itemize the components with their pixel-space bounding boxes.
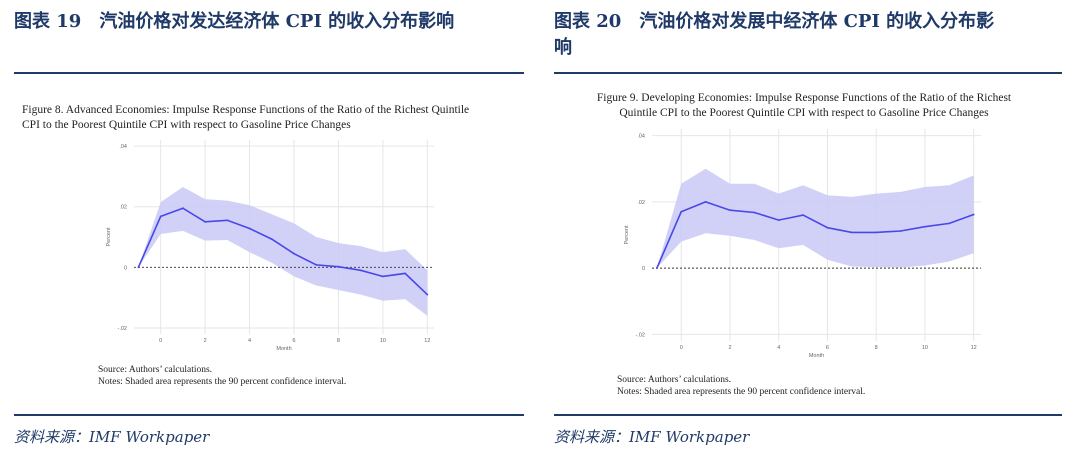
footer-rule bbox=[554, 414, 1062, 416]
data-point bbox=[875, 231, 878, 234]
y-axis-label: Percent bbox=[624, 225, 630, 244]
chart-figure-title: Figure 9. Developing Economies: Impulse … bbox=[554, 91, 1054, 121]
data-point bbox=[248, 227, 251, 230]
data-point bbox=[426, 293, 429, 296]
data-point bbox=[777, 219, 780, 221]
notes-text: Notes: Shaded area represents the 90 per… bbox=[617, 387, 866, 397]
chart-notes: Source: Authors’ calculations. Notes: Sh… bbox=[98, 364, 346, 388]
data-point bbox=[680, 210, 683, 213]
header-rule bbox=[14, 72, 524, 74]
y-tick-label: -.02 bbox=[118, 326, 127, 332]
y-tick-label: .02 bbox=[119, 205, 127, 211]
data-point bbox=[850, 231, 853, 234]
x-tick-label: 10 bbox=[380, 338, 386, 344]
series-line bbox=[137, 207, 428, 296]
x-tick-label: 8 bbox=[875, 345, 878, 351]
data-point bbox=[704, 200, 707, 203]
figure-number: 图表 19 bbox=[14, 11, 82, 32]
data-point bbox=[802, 214, 804, 217]
y-tick-label: .04 bbox=[637, 134, 645, 140]
chart-figure-title-line-1: Figure 8. Advanced Economies: Impulse Re… bbox=[22, 104, 470, 116]
header-rule bbox=[554, 72, 1062, 74]
data-point bbox=[972, 213, 975, 216]
source-label: 资料来源：IMF Workpaper bbox=[554, 428, 750, 446]
data-point bbox=[381, 275, 384, 278]
source-note: Source: Authors’ calculations. bbox=[98, 365, 213, 375]
data-point bbox=[655, 267, 658, 270]
chart-figure-title-line-1: Figure 9. Developing Economies: Impulse … bbox=[596, 92, 1012, 104]
data-point bbox=[315, 263, 318, 266]
series-line bbox=[656, 201, 974, 269]
x-axis-label: Month bbox=[276, 346, 291, 352]
x-tick-label: 8 bbox=[337, 338, 340, 344]
figure-number: 图表 20 bbox=[554, 11, 622, 32]
x-tick-label: 2 bbox=[204, 338, 207, 344]
data-point bbox=[293, 252, 295, 255]
data-point bbox=[826, 226, 829, 229]
data-point bbox=[753, 211, 756, 214]
data-point bbox=[337, 265, 340, 268]
chart-right: -.02 0 .02 .04 0 2 4 6 8 10 12 Month Percent bbox=[624, 129, 981, 359]
chart-figure-title-line-2: CPI to the Poorest Quintile CPI with res… bbox=[22, 119, 351, 131]
figure-header-19: 图表 19 汽油价格对发达经济体 CPI 的收入分布影响 bbox=[14, 9, 514, 35]
y-tick-label: .04 bbox=[119, 144, 127, 150]
x-tick-label: 12 bbox=[971, 345, 977, 351]
data-point bbox=[948, 222, 951, 225]
x-tick-label: 6 bbox=[292, 338, 295, 344]
x-tick-label: 12 bbox=[424, 338, 430, 344]
chart-figure-title: Figure 8. Advanced Economies: Impulse Re… bbox=[22, 103, 532, 133]
confidence-band bbox=[656, 168, 974, 269]
source-note: Source: Authors’ calculations. bbox=[617, 375, 732, 385]
figure-header-text: 汽油价格对发达经济体 CPI 的收入分布影响 bbox=[99, 11, 455, 32]
y-axis-label: Percent bbox=[106, 227, 112, 246]
x-tick-label: 4 bbox=[777, 345, 780, 351]
data-point bbox=[137, 266, 140, 269]
x-tick-label: 4 bbox=[248, 338, 251, 344]
data-point bbox=[181, 207, 184, 210]
x-axis-label: Month bbox=[809, 353, 824, 359]
figure-panel-left: 图表 19 汽油价格对发达经济体 CPI 的收入分布影响 Figure 8. Ad… bbox=[14, 9, 532, 446]
x-tick-label: 0 bbox=[680, 345, 683, 351]
notes-text: Notes: Shaded area represents the 90 per… bbox=[98, 377, 347, 387]
data-point bbox=[359, 269, 362, 272]
chart-notes: Source: Authors’ calculations. Notes: Sh… bbox=[617, 374, 865, 398]
chart-left: -.02 0 .02 .04 0 2 4 6 8 10 12 Month Percent bbox=[106, 140, 434, 352]
data-point bbox=[270, 238, 273, 241]
footer-rule bbox=[14, 414, 524, 416]
x-tick-label: 6 bbox=[826, 345, 829, 351]
data-point bbox=[204, 220, 207, 223]
y-tick-label: -.02 bbox=[636, 332, 645, 338]
y-tick-label: 0 bbox=[642, 266, 645, 272]
x-tick-label: 0 bbox=[159, 338, 162, 344]
x-tick-label: 10 bbox=[922, 345, 928, 351]
source-label: 资料来源：IMF Workpaper bbox=[14, 428, 210, 446]
data-point bbox=[729, 209, 731, 212]
y-tick-label: .02 bbox=[637, 200, 645, 206]
figure-panel-right: 图表 20 汽油价格对发展中经济体 CPI 的收入分布影 响 Figure 9. … bbox=[540, 0, 1080, 450]
data-point bbox=[404, 272, 407, 275]
figure-header-20: 图表 20 汽油价格对发展中经济体 CPI 的收入分布影 响 bbox=[554, 9, 1054, 61]
chart-figure-title-line-2: Quintile CPI to the Poorest Quintile CPI… bbox=[619, 107, 989, 119]
data-point bbox=[226, 219, 229, 222]
data-point bbox=[899, 230, 902, 232]
x-tick-label: 2 bbox=[728, 345, 731, 351]
figure-header-text-2: 响 bbox=[554, 37, 572, 58]
data-point bbox=[924, 225, 926, 228]
y-tick-label: 0 bbox=[124, 265, 127, 271]
data-point bbox=[159, 215, 162, 218]
figure-header-text: 汽油价格对发展中经济体 CPI 的收入分布影 bbox=[639, 11, 995, 32]
confidence-band bbox=[138, 187, 428, 316]
